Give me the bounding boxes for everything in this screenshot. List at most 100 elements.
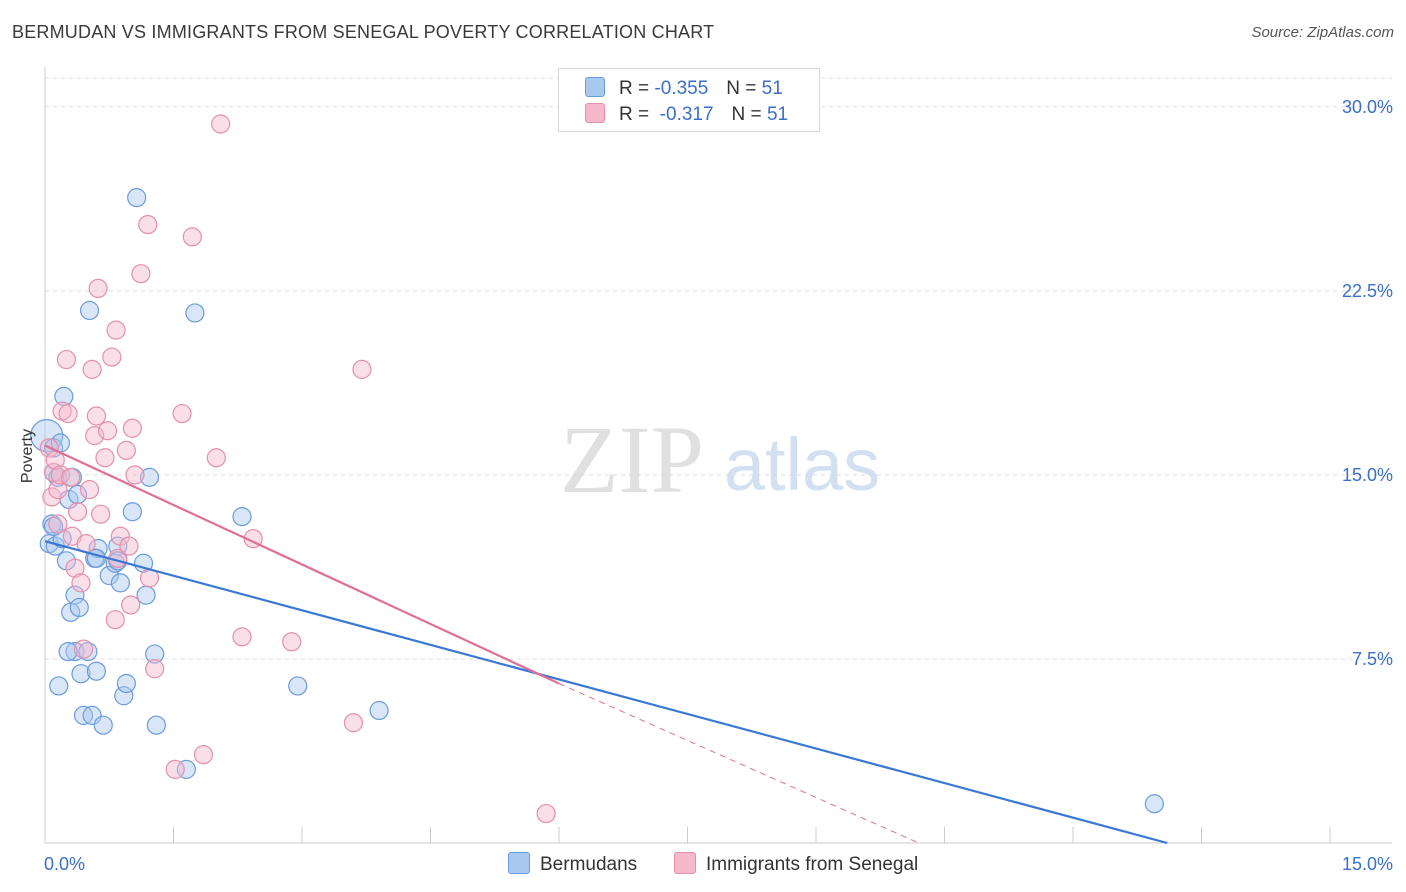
data-point-bermudans — [127, 188, 147, 208]
data-point-bermudans — [65, 585, 85, 605]
bottom-legend-senegal: Immigrants from Senegal — [674, 852, 918, 876]
data-point-senegal — [165, 759, 185, 779]
trend-line-senegal-extension — [558, 683, 920, 844]
bottom-legend-swatch-blue — [508, 852, 530, 874]
data-point-senegal — [105, 610, 125, 630]
tick-labels: 7.5% 15.0% 22.5% 30.0% 0.0% 15.0% — [44, 97, 1393, 874]
data-point-bermudans — [30, 419, 64, 453]
data-point-bermudans — [122, 502, 142, 522]
trend-line-bermudans — [44, 540, 1168, 845]
data-point-senegal — [95, 448, 115, 468]
grid-lines — [45, 77, 1392, 660]
data-point-senegal — [106, 320, 126, 340]
data-point-senegal — [206, 448, 226, 468]
legend-row-senegal: R = -0.317 N = 51 — [585, 103, 788, 125]
data-point-senegal — [71, 573, 91, 593]
bottom-legend-swatch-pink — [674, 852, 696, 874]
data-point-senegal — [85, 426, 105, 446]
data-point-bermudans — [49, 676, 69, 696]
data-point-senegal — [82, 359, 102, 379]
data-point-senegal — [145, 659, 165, 679]
data-point-senegal — [131, 264, 151, 284]
data-point-senegal — [97, 421, 118, 441]
data-point-senegal — [67, 502, 88, 522]
data-point-bermudans — [79, 300, 100, 321]
correlation-legend: R = -0.355 N = 51 R = -0.317 N = 51 — [558, 68, 820, 132]
data-point-senegal — [536, 803, 556, 824]
data-point-senegal — [86, 406, 107, 426]
data-point-bermudans — [185, 303, 205, 323]
data-point-senegal — [48, 514, 68, 534]
data-point-bermudans — [176, 759, 196, 779]
bottom-legend-label: Bermudans — [540, 854, 638, 875]
data-point-bermudans — [232, 507, 252, 527]
legend-row-bermudans: R = -0.355 N = 51 — [585, 77, 783, 99]
legend-n-value: 51 — [766, 104, 789, 125]
data-point-senegal — [121, 595, 141, 615]
y-tick-label: 7.5% — [1352, 649, 1393, 669]
data-point-senegal — [79, 480, 100, 500]
data-point-bermudans — [288, 676, 308, 696]
legend-swatch-blue — [585, 77, 605, 97]
watermark-atlas: atlas — [724, 423, 880, 506]
x-tick-label: 15.0% — [1342, 854, 1393, 874]
data-point-bermudans — [88, 538, 108, 559]
data-point-bermudans — [93, 715, 113, 735]
data-point-bermudans — [1144, 794, 1164, 814]
data-point-senegal — [88, 278, 108, 299]
data-point-senegal — [58, 403, 78, 424]
data-point-senegal — [61, 467, 81, 487]
data-point-bermudans — [67, 484, 88, 505]
data-point-senegal — [48, 480, 68, 500]
data-point-bermudans — [71, 664, 91, 684]
data-point-senegal — [352, 359, 372, 379]
data-point-senegal — [282, 632, 302, 652]
bottom-legend-label: Immigrants from Senegal — [706, 854, 919, 875]
y-tick-label: 30.0% — [1342, 97, 1393, 117]
data-point-senegal — [56, 349, 77, 370]
legend-swatch-pink — [585, 103, 605, 123]
data-point-bermudans — [136, 585, 156, 605]
data-point-bermudans — [99, 565, 119, 586]
data-point-bermudans — [116, 673, 136, 694]
data-point-senegal — [232, 627, 252, 647]
data-point-bermudans — [69, 597, 89, 618]
data-point-senegal — [182, 227, 202, 247]
data-point-senegal — [343, 713, 363, 733]
x-tick-label: 0.0% — [44, 854, 85, 874]
legend-n-label: N = — [726, 78, 757, 99]
data-point-senegal — [91, 504, 111, 524]
source-label: Source: ZipAtlas.com — [1251, 24, 1394, 41]
data-point-bermudans — [146, 715, 166, 735]
data-point-bermudans — [58, 641, 78, 662]
data-point-senegal — [122, 418, 142, 438]
data-point-senegal — [65, 558, 85, 578]
legend-r-value: -0.355 — [654, 78, 709, 99]
legend-r-label: R = — [619, 104, 650, 125]
data-point-senegal — [102, 347, 122, 367]
y-axis-label: Poverty — [19, 429, 36, 483]
data-point-bermudans — [145, 644, 165, 664]
watermark-zip: ZIP — [560, 406, 704, 513]
data-point-bermudans — [86, 661, 107, 681]
data-point-bermudans — [139, 467, 160, 487]
axes — [44, 67, 1392, 844]
trend-lines — [44, 444, 1168, 845]
data-point-senegal — [125, 465, 145, 485]
y-tick-label: 22.5% — [1342, 281, 1393, 301]
legend-r-value: -0.317 — [659, 104, 714, 125]
data-point-senegal — [138, 215, 158, 235]
series-bermudans — [30, 188, 1164, 814]
data-point-senegal — [193, 745, 214, 765]
data-point-bermudans — [110, 573, 130, 593]
data-point-senegal — [172, 403, 192, 424]
data-point-bermudans — [114, 686, 134, 706]
bottom-legend-bermudans: Bermudans — [508, 852, 637, 876]
y-tick-label: 15.0% — [1342, 465, 1393, 485]
data-point-senegal — [73, 639, 94, 659]
watermark: ZIP atlas — [560, 406, 880, 513]
chart-title: BERMUDAN VS IMMIGRANTS FROM SENEGAL POVE… — [12, 22, 715, 42]
data-point-bermudans — [369, 700, 389, 721]
legend-n-label: N = — [731, 104, 762, 125]
